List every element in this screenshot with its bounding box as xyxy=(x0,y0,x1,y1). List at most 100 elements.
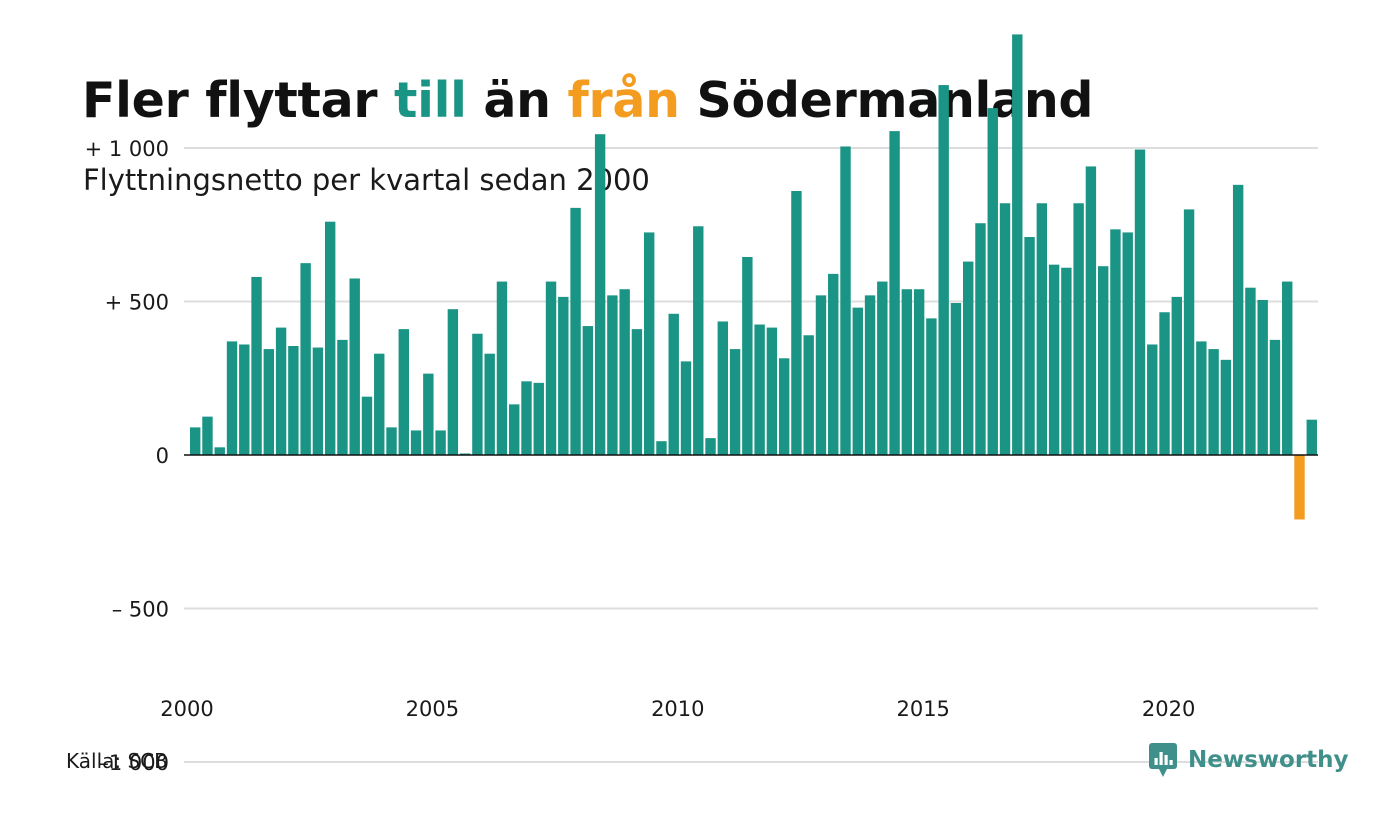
bar xyxy=(1257,299,1268,455)
bar xyxy=(533,382,544,455)
y-tick-label: –1 000 xyxy=(98,751,169,775)
x-tick-label: 2005 xyxy=(406,697,459,721)
bar xyxy=(251,276,262,455)
bar xyxy=(337,339,348,456)
bar xyxy=(975,223,986,455)
bar xyxy=(324,221,336,455)
bar xyxy=(1085,166,1097,456)
bar xyxy=(717,321,729,455)
bar xyxy=(459,453,471,455)
bar xyxy=(1208,349,1219,455)
bar xyxy=(594,134,606,455)
y-tick-label: 0 xyxy=(156,444,169,468)
x-tick-label: 2015 xyxy=(896,697,949,721)
bar xyxy=(656,441,667,455)
bar xyxy=(484,353,495,455)
bar xyxy=(521,381,532,455)
bar xyxy=(447,309,459,455)
bar xyxy=(288,346,299,455)
title-part-2: än xyxy=(466,72,568,129)
bar xyxy=(877,281,888,455)
bar xyxy=(1073,203,1084,455)
chart-subtitle: Flyttningsnetto per kvartal sedan 2000 xyxy=(83,163,650,197)
bar xyxy=(840,146,851,455)
bar xyxy=(1147,344,1158,455)
bar xyxy=(913,289,925,455)
y-axis-labels: + 1 000 + 500 0 – 500 –1 000 xyxy=(85,137,169,775)
bar xyxy=(778,358,790,455)
brand-name: Newsworthy xyxy=(1188,747,1349,773)
bar xyxy=(1134,149,1146,456)
bar xyxy=(300,263,311,456)
bar xyxy=(1171,296,1182,455)
bar xyxy=(938,85,949,455)
bar xyxy=(263,349,275,455)
x-tick-label: 2020 xyxy=(1142,697,1195,721)
y-tick-label: + 1 000 xyxy=(85,137,169,161)
bar xyxy=(987,108,998,455)
title-part-1: Fler flyttar xyxy=(82,72,395,129)
x-tick-label: 2010 xyxy=(651,697,704,721)
bar xyxy=(226,341,238,455)
bar xyxy=(202,416,213,456)
bar xyxy=(361,396,373,455)
bar xyxy=(423,373,434,455)
bar xyxy=(643,232,655,455)
bar xyxy=(349,278,360,456)
bar xyxy=(558,296,569,455)
bar xyxy=(1110,229,1121,455)
bar xyxy=(742,256,753,455)
bar xyxy=(1294,455,1305,520)
bar xyxy=(1048,264,1060,455)
bar xyxy=(1036,203,1048,455)
bar xyxy=(190,427,201,455)
bar xyxy=(435,430,446,455)
bar xyxy=(631,329,643,455)
bar xyxy=(791,190,802,456)
bar xyxy=(1220,359,1232,455)
bar xyxy=(864,295,876,455)
bar xyxy=(852,307,863,455)
y-tick-label: + 500 xyxy=(105,291,169,315)
bar xyxy=(619,289,630,455)
bar xyxy=(1159,312,1170,455)
bar xyxy=(705,438,716,455)
bar xyxy=(680,361,692,456)
bar xyxy=(312,347,324,455)
bar xyxy=(1061,267,1072,455)
bar xyxy=(999,203,1011,455)
title-highlight-till: till xyxy=(394,72,467,129)
bar xyxy=(509,404,520,456)
title-highlight-fran: från xyxy=(567,72,681,129)
bar xyxy=(926,318,937,455)
bar xyxy=(386,427,397,455)
bar xyxy=(828,273,839,455)
bar xyxy=(693,226,704,455)
bar xyxy=(668,313,679,455)
x-tick-label: 2000 xyxy=(160,697,213,721)
bar xyxy=(275,327,287,456)
bar xyxy=(963,261,974,455)
title-part-3: Södermanland xyxy=(679,72,1094,129)
source-note: Källa: SCB xyxy=(66,749,168,773)
bar xyxy=(1282,281,1293,455)
bar xyxy=(410,430,422,455)
bar xyxy=(766,327,778,456)
bar xyxy=(1269,339,1281,456)
bar xyxy=(1024,237,1035,455)
bar xyxy=(1306,419,1317,455)
brand: Newsworthy xyxy=(1148,742,1349,778)
bar xyxy=(1196,341,1207,455)
bar xyxy=(545,281,557,455)
bar xyxy=(1097,266,1109,455)
bar xyxy=(1232,184,1244,455)
bar xyxy=(582,326,594,455)
bar xyxy=(607,295,618,455)
bar xyxy=(729,349,741,455)
bar xyxy=(239,344,250,455)
bar xyxy=(496,281,508,455)
bar xyxy=(1183,209,1195,455)
bar xyxy=(754,324,765,455)
bar xyxy=(901,289,913,455)
bar xyxy=(815,295,827,455)
